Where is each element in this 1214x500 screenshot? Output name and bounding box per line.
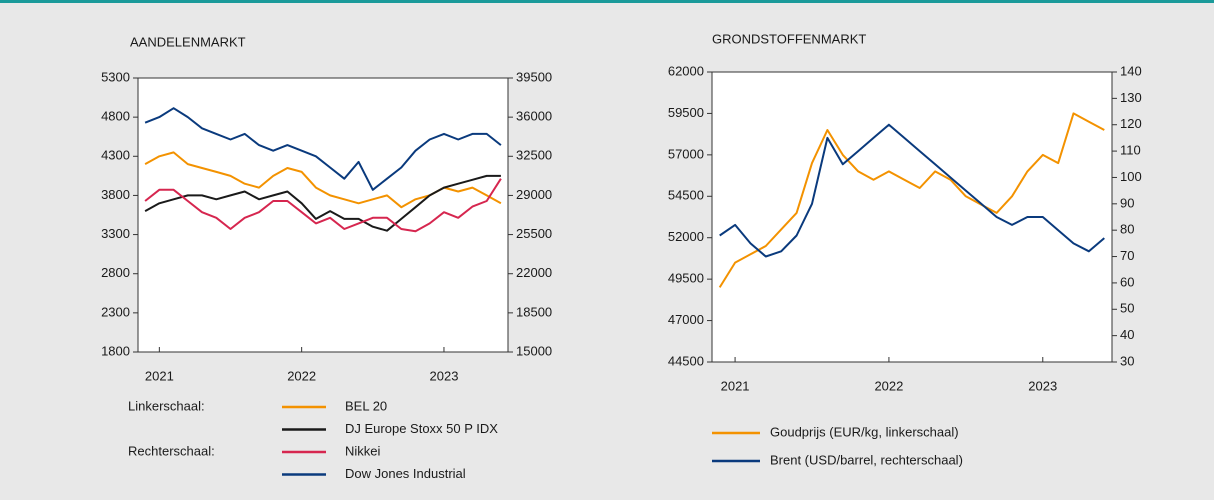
y-tick-label: 3800 bbox=[101, 187, 130, 202]
y2-tick-label: 29000 bbox=[516, 187, 552, 202]
y2-tick-label: 36000 bbox=[516, 109, 552, 124]
x-tick-label: 2021 bbox=[721, 378, 750, 393]
y-tick-label: 2800 bbox=[101, 265, 130, 280]
x-tick-label: 2022 bbox=[874, 378, 903, 393]
y-tick-label: 5300 bbox=[101, 69, 130, 84]
y2-tick-label: 30 bbox=[1120, 353, 1134, 368]
series-line bbox=[719, 123, 1105, 258]
y2-tick-label: 90 bbox=[1120, 195, 1134, 210]
chart-title: GRONDSTOFFENMARKT bbox=[712, 31, 866, 46]
x-tick-label: 2022 bbox=[287, 368, 316, 383]
y2-tick-label: 40 bbox=[1120, 327, 1134, 342]
y2-tick-label: 32500 bbox=[516, 148, 552, 163]
y-tick-label: 47000 bbox=[668, 312, 704, 327]
legend-group-label: Rechterschaal: bbox=[128, 443, 215, 458]
y-tick-label: 62000 bbox=[668, 63, 704, 78]
y2-tick-label: 50 bbox=[1120, 301, 1134, 316]
y-tick-label: 3300 bbox=[101, 226, 130, 241]
y-tick-label: 59500 bbox=[668, 105, 704, 120]
plot-area bbox=[711, 71, 1113, 363]
y2-tick-label: 80 bbox=[1120, 222, 1134, 237]
x-tick-label: 2023 bbox=[430, 368, 459, 383]
y2-tick-label: 140 bbox=[1120, 63, 1142, 78]
y2-tick-label: 60 bbox=[1120, 274, 1134, 289]
y-tick-label: 57000 bbox=[668, 146, 704, 161]
series-line bbox=[144, 174, 501, 232]
y-tick-label: 4300 bbox=[101, 148, 130, 163]
y2-tick-label: 70 bbox=[1120, 248, 1134, 263]
y2-tick-label: 25500 bbox=[516, 226, 552, 241]
series-line bbox=[144, 178, 502, 233]
legend-label: Nikkei bbox=[345, 443, 381, 458]
y2-tick-label: 39500 bbox=[516, 69, 552, 84]
series-line bbox=[144, 107, 502, 191]
y-tick-label: 44500 bbox=[668, 353, 704, 368]
y2-tick-label: 18500 bbox=[516, 304, 552, 319]
y-tick-label: 1800 bbox=[101, 343, 130, 358]
legend-group-label: Linkerschaal: bbox=[128, 398, 205, 413]
series-line bbox=[718, 112, 1105, 288]
y-tick-label: 2300 bbox=[101, 304, 130, 319]
legend-label: DJ Europe Stoxx 50 P IDX bbox=[345, 421, 498, 436]
y-tick-label: 4800 bbox=[101, 109, 130, 124]
y2-tick-label: 130 bbox=[1120, 90, 1142, 105]
legend-label: Brent (USD/barrel, rechterschaal) bbox=[770, 452, 963, 467]
y2-tick-label: 100 bbox=[1120, 169, 1142, 184]
legend-label: Dow Jones Industrial bbox=[345, 466, 466, 481]
y-tick-label: 54500 bbox=[668, 188, 704, 203]
y2-tick-label: 22000 bbox=[516, 265, 552, 280]
top-border bbox=[0, 0, 1214, 3]
y2-tick-label: 120 bbox=[1120, 116, 1142, 131]
y2-tick-label: 110 bbox=[1120, 143, 1141, 158]
y-tick-label: 49500 bbox=[668, 271, 704, 286]
chart-title: AANDELENMARKT bbox=[130, 34, 246, 49]
y2-tick-label: 15000 bbox=[516, 343, 552, 358]
legend-label: Goudprijs (EUR/kg, linkerschaal) bbox=[770, 424, 959, 439]
y-tick-label: 52000 bbox=[668, 229, 704, 244]
x-tick-label: 2021 bbox=[145, 368, 174, 383]
legend-label: BEL 20 bbox=[345, 398, 387, 413]
x-tick-label: 2023 bbox=[1028, 378, 1057, 393]
